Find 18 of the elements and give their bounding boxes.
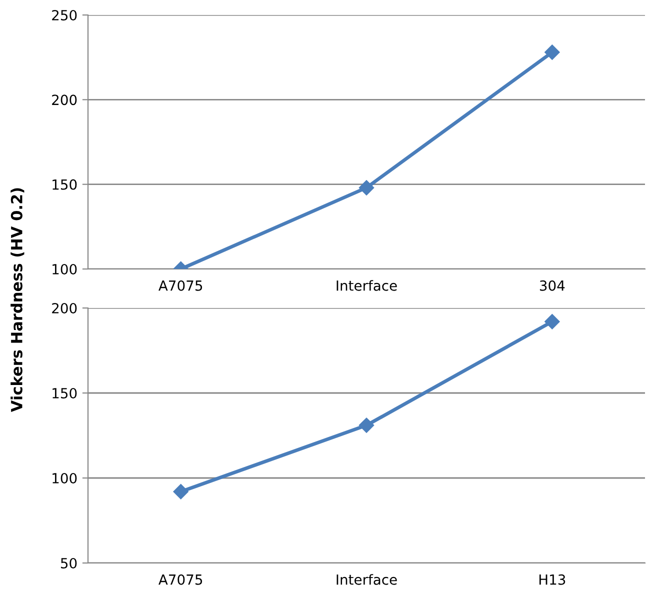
y-tick-label: 100	[52, 472, 77, 484]
y-tick-label: 200	[52, 94, 77, 106]
x-tick-label: Interface	[336, 574, 397, 585]
y-tick-label: 200	[52, 302, 77, 314]
x-tick-label: 304	[540, 280, 565, 291]
y-tick-label: 100	[52, 264, 77, 274]
y-tick-label: 50	[60, 558, 77, 568]
point	[173, 484, 188, 500]
point	[544, 314, 560, 330]
x-tick-label: Interface	[336, 280, 397, 291]
y-tick-label: 150	[52, 179, 77, 190]
y-axis-title: Vickers Hardness (HV 0.2)	[10, 188, 24, 412]
x-tick-label: A7075	[158, 574, 202, 585]
y-tick-label: 150	[52, 388, 77, 398]
y-tick-label: 250	[52, 10, 77, 20]
x-tick-label: H13	[539, 574, 566, 585]
x-tick-label: A7075	[158, 280, 202, 291]
point	[358, 418, 374, 433]
